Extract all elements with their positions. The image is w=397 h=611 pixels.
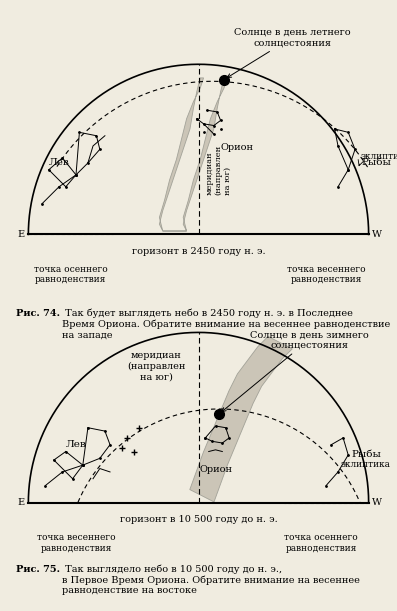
Text: Лев: Лев: [48, 158, 69, 167]
Text: горизонт в 10 500 году до н. э.: горизонт в 10 500 году до н. э.: [119, 515, 278, 524]
Text: точка осеннего
равноденствия: точка осеннего равноденствия: [284, 533, 358, 552]
Text: меридиан
(направлен
на юг): меридиан (направлен на юг): [127, 351, 185, 381]
Text: Рис. 75.: Рис. 75.: [16, 565, 60, 574]
Text: Рыбы: Рыбы: [362, 158, 392, 167]
Text: точка весеннего
равноденствия: точка весеннего равноденствия: [37, 533, 115, 552]
Text: точка осеннего
равноденствия: точка осеннего равноденствия: [34, 265, 108, 285]
Text: W: W: [372, 498, 382, 507]
Text: меридиан
(направлен
на юг): меридиан (направлен на юг): [205, 145, 232, 195]
Text: Орион: Орион: [199, 465, 232, 474]
Polygon shape: [159, 78, 227, 231]
Text: горизонт в 2450 году н. э.: горизонт в 2450 году н. э.: [132, 247, 265, 256]
Text: эклиптика: эклиптика: [360, 153, 397, 161]
Text: Рис. 74.: Рис. 74.: [16, 309, 60, 318]
Text: Так будет выглядеть небо в 2450 году н. э. в Последнее
Время Ориона. Обратите вн: Так будет выглядеть небо в 2450 году н. …: [62, 309, 390, 340]
Text: Так выглядело небо в 10 500 году до н. э.,
в Первое Время Ориона. Обратите внима: Так выглядело небо в 10 500 году до н. э…: [62, 565, 359, 596]
Text: эклиптика: эклиптика: [340, 460, 390, 469]
Text: E: E: [18, 230, 25, 239]
Text: E: E: [18, 498, 25, 507]
Text: Солнце в день зимнего
солнцестояния: Солнце в день зимнего солнцестояния: [222, 330, 368, 412]
Text: W: W: [372, 230, 382, 239]
Text: Солнце в день летнего
солнцестояния: Солнце в день летнего солнцестояния: [227, 28, 351, 78]
Text: Орион: Орион: [221, 142, 254, 152]
Text: Рыбы: Рыбы: [352, 450, 382, 459]
Text: точка весеннего
равноденствия: точка весеннего равноденствия: [287, 265, 365, 285]
Polygon shape: [190, 337, 292, 502]
Text: Лев: Лев: [66, 440, 87, 449]
